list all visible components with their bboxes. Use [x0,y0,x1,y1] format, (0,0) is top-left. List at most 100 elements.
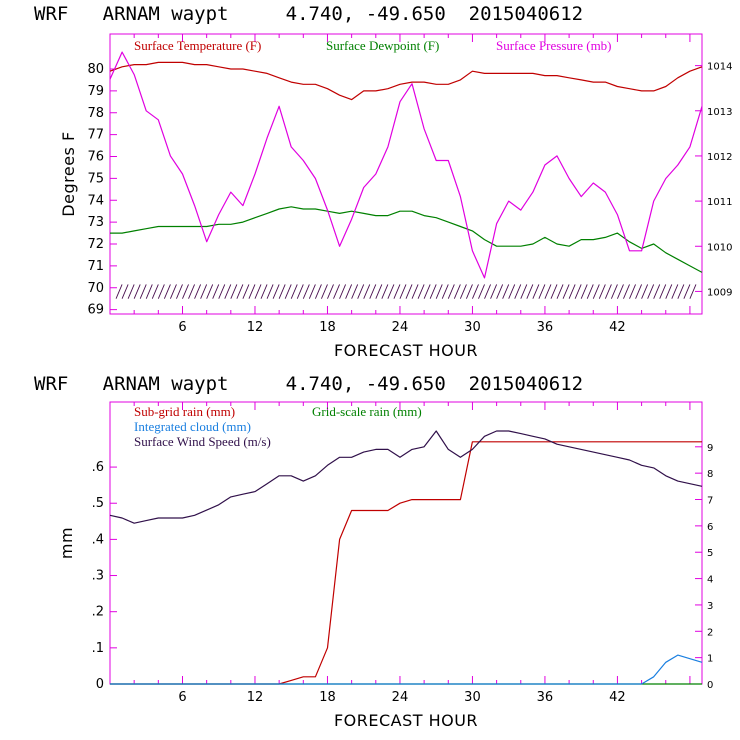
wind-barb-stroke [224,284,232,299]
y2-tick-label: 1 [707,654,713,665]
wind-barb-stroke [188,284,195,299]
wind-barb-stroke [689,284,697,299]
axis-ticks: 6 12 18 24 30 36 42 69 70 71 72 73 74 75 76 77 78 79 80 100… [87,34,732,335]
y-tick-label: .3 [92,569,104,584]
wind-barb-stroke [641,284,649,299]
series-line-sub-grid-rain [110,441,702,685]
x-tick-label: 6 [178,320,186,335]
y2-tick-label: 9 [707,443,713,454]
x-tick-label: 36 [537,320,554,335]
legend-sub-grid-rain: Sub-grid rain (mm) [134,404,235,419]
wind-barb-stroke [544,284,552,299]
y-tick-label: 75 [87,171,104,186]
y-tick-label: .6 [92,460,104,475]
wind-barb-stroke [417,284,425,299]
y-tick-label: .4 [92,532,104,547]
x-axis-label: FORECAST HOUR [334,341,478,360]
wind-barb-stroke [568,284,576,299]
wind-barb-stroke [629,284,636,299]
wind-barb-stroke [182,284,189,299]
wind-barb-stroke [133,284,141,299]
wind-barb-stroke [375,284,383,299]
y-tick-label: 77 [87,128,104,143]
wind-barb-stroke [423,284,431,299]
wind-barb-stroke [321,284,328,299]
wind-barb-stroke [393,284,401,299]
wind-barb-stroke [429,284,437,299]
x-tick-label: 24 [392,690,409,705]
wind-barb-stroke [327,284,334,299]
y-tick-label: 76 [87,150,104,165]
y2-tick-label: 1013 [707,107,732,118]
wind-barb-stroke [278,284,286,299]
x-tick-label: 42 [609,320,626,335]
wind-barb-stroke [538,284,546,299]
wind-barb-stroke [659,284,667,299]
wind-barb-stroke [387,284,395,299]
wind-barb-stroke [665,284,673,299]
wind-barb-stroke [151,284,159,299]
wind-barb-stroke [139,284,147,299]
wind-barb-stroke [200,284,208,299]
y2-tick-label: 1014 [707,62,732,73]
wind-barb-stroke [508,284,516,299]
legend: Surface Temperature (F) Surface Dewpoint… [134,38,612,53]
wind-barb-stroke [351,284,359,299]
x-tick-label: 18 [319,690,336,705]
wind-barb-stroke [683,284,691,299]
wind-barb-stroke [145,284,153,299]
precipitation-chart: WRF ARNAM waypt 4.740, -49.650 201504061… [34,373,713,730]
y2-tick-label: 1010 [707,242,732,253]
wind-barb-stroke [236,284,244,299]
wind-barb-stroke [218,284,226,299]
y-tick-label: 70 [87,281,104,296]
wind-barb-stroke [206,284,214,299]
wind-barb-stroke [653,284,661,299]
wind-barb-stroke [248,284,256,299]
x-tick-label: 18 [319,320,336,335]
wind-barb-stroke [647,284,655,299]
wind-barb-stroke [447,284,455,299]
wind-barb-stroke [532,284,540,299]
wind-barb-stroke [526,284,534,299]
wind-barb-stroke [574,284,582,299]
y2-tick-label: 1009 [707,287,732,298]
legend-surface-temperature: Surface Temperature (F) [134,38,261,53]
wind-barb-stroke [592,284,600,299]
wind-barb-stroke [314,284,322,299]
y2-tick-label: 5 [707,548,713,559]
wind-barb-stroke [562,284,570,299]
wind-barb-stroke [502,284,510,299]
wind-barb-stroke [453,284,461,299]
wind-barb-stroke [115,284,123,299]
wind-barb-stroke [520,284,528,299]
wind-barb-stroke [610,284,618,299]
legend-grid-scale-rain: Grid-scale rain (mm) [312,404,422,419]
chart-title: WRF ARNAM waypt 4.740, -49.650 201504061… [34,3,583,25]
x-axis-label: FORECAST HOUR [334,711,478,730]
wind-barb-stroke [345,284,353,299]
y-tick-label: 79 [87,84,104,99]
y2-tick-label: 7 [707,496,713,507]
y-axis-label: mm [57,527,76,559]
y-tick-label: 80 [87,62,104,77]
wind-barb-stroke [194,284,202,299]
wind-barb-stroke [472,284,479,299]
series-line-surface-pressure [109,51,703,279]
wind-barb-stroke [604,284,612,299]
x-tick-label: 12 [247,690,264,705]
x-tick-label: 42 [609,690,626,705]
wind-barb-stroke [550,284,558,299]
wind-barb-stroke [230,284,238,299]
wind-barb-stroke [484,284,491,299]
wind-barb-stroke [405,284,413,299]
y2-tick-label: 3 [707,601,713,612]
wind-barb-stroke [308,284,316,299]
series-line-surface-temperature [109,61,703,101]
wind-barb-stroke [290,284,298,299]
wind-barb-stroke [339,284,347,299]
y2-tick-label: 1011 [707,197,732,208]
wind-barb-stroke [490,284,498,299]
y2-tick-label: 4 [707,575,713,586]
wind-barb-stroke [127,284,135,299]
